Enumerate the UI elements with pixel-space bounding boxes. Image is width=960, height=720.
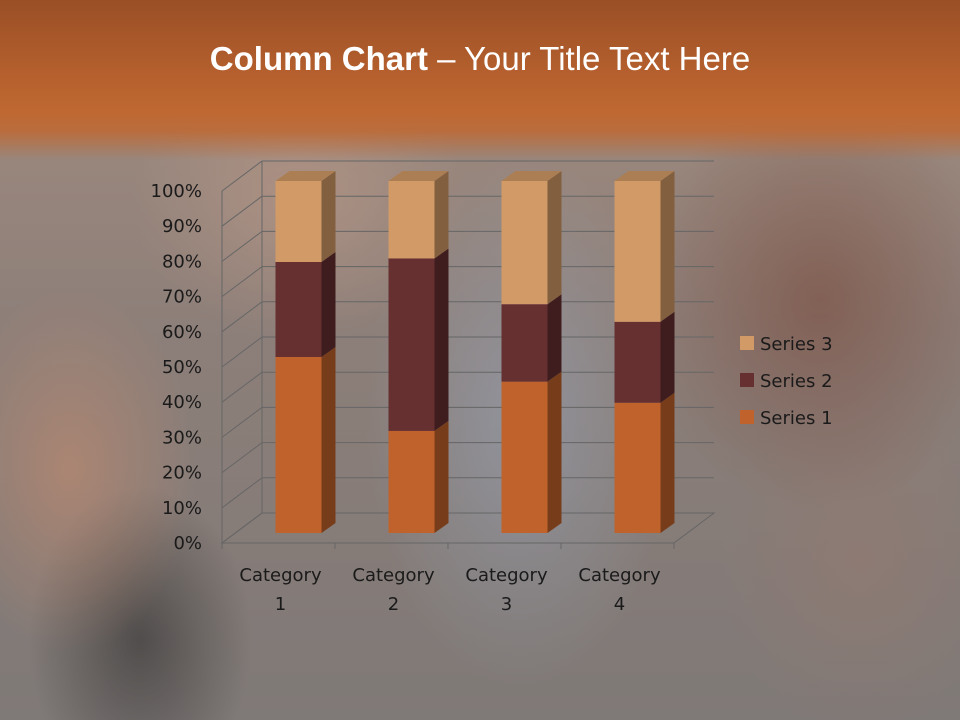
bar-stack (614, 171, 675, 533)
category-label: Category (239, 565, 322, 586)
legend-swatch (740, 410, 754, 424)
y-tick-label: 10% (162, 498, 202, 519)
bar-top (388, 171, 449, 181)
y-tick-label: 90% (162, 216, 202, 237)
chart-bars (275, 171, 675, 533)
bar-segment-front (388, 181, 435, 259)
bar-segment-side (434, 420, 449, 533)
legend-label: Series 2 (760, 371, 833, 392)
bar-top (501, 171, 562, 181)
category-label: 3 (501, 594, 512, 615)
bar-segment-side (321, 171, 336, 262)
side-gridline (221, 442, 263, 474)
bar-segment-side (547, 171, 562, 305)
category-label: 2 (388, 594, 399, 615)
bar-segment-front (614, 402, 661, 533)
bar-stack (275, 171, 336, 533)
bar-segment-front (501, 304, 548, 382)
bar-segment-side (660, 311, 675, 403)
side-gridline (221, 266, 263, 298)
y-tick-label: 50% (162, 357, 202, 378)
side-gridline (221, 160, 263, 192)
side-gridline (221, 195, 263, 227)
bar-top (614, 171, 675, 181)
bar-segment-side (660, 171, 675, 322)
bar-segment-front (275, 261, 322, 357)
bar-segment-front (501, 181, 548, 305)
bar-segment-side (434, 248, 449, 431)
bar-segment-side (660, 392, 675, 533)
bar-segment-front (614, 321, 661, 403)
legend-label: Series 1 (760, 408, 833, 429)
y-tick-label: 20% (162, 463, 202, 484)
y-axis-ticks: 0% 10% 20% 30% 40% 50% 60% 70% 80% 90% 100% (151, 181, 675, 554)
category-label: Category (578, 565, 661, 586)
bar-segment-side (547, 294, 562, 382)
legend-swatch (740, 336, 754, 350)
title-rest-part: – Your Title Text Here (427, 40, 751, 77)
legend-swatch (740, 373, 754, 387)
bar-segment-side (321, 347, 336, 533)
bar-stack (501, 171, 562, 533)
bar-segment-front (275, 181, 322, 262)
y-tick-label: 60% (162, 322, 202, 343)
category-label: Category (352, 565, 435, 586)
legend-label: Series 3 (760, 334, 833, 355)
side-gridline (221, 301, 263, 333)
side-gridline (221, 336, 263, 368)
y-tick-label: 0% (173, 533, 202, 554)
category-label: 1 (275, 594, 286, 615)
bar-top (275, 171, 336, 181)
slide-title: Column Chart – Your Title Text Here (0, 40, 960, 78)
bar-stack (388, 171, 449, 533)
chart-floor (220, 512, 716, 544)
bar-segment-side (321, 251, 336, 357)
bar-segment-side (547, 371, 562, 533)
category-label: Category (465, 565, 548, 586)
bar-segment-front (388, 258, 435, 431)
title-banner (0, 0, 960, 160)
bar-segment-side (434, 171, 449, 259)
chart-legend: Series 3 Series 2 Series 1 (740, 334, 833, 429)
title-bold-part: Column Chart (209, 40, 428, 77)
bar-segment-front (388, 430, 435, 533)
y-tick-label: 30% (162, 427, 202, 448)
side-gridline (221, 371, 263, 403)
y-tick-label: 40% (162, 392, 202, 413)
side-gridline (221, 406, 263, 438)
category-label: 4 (614, 594, 625, 615)
bar-segment-front (614, 181, 661, 322)
y-tick-label: 80% (162, 251, 202, 272)
y-tick-label: 100% (151, 181, 202, 202)
x-axis-labels: Category 1 Category 2 Category 3 Category 4 (239, 565, 661, 615)
bar-segment-front (275, 357, 322, 533)
side-gridline (221, 477, 263, 509)
side-gridline (221, 230, 263, 262)
y-tick-label: 70% (162, 287, 202, 308)
bar-segment-front (501, 381, 548, 533)
